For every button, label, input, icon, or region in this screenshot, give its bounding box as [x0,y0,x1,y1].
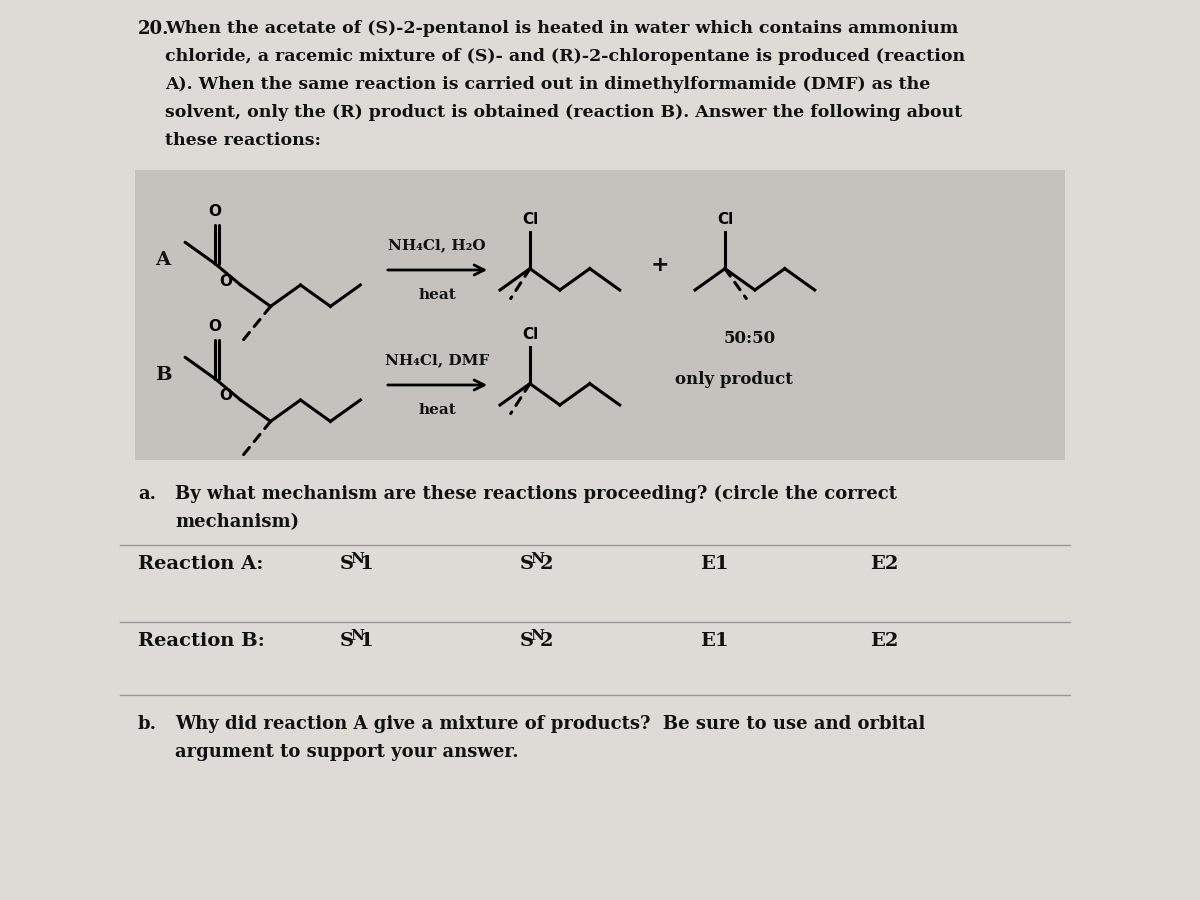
Text: N: N [350,552,364,566]
Text: solvent, only the (R) product is obtained (reaction B). Answer the following abo: solvent, only the (R) product is obtaine… [166,104,962,121]
Text: argument to support your answer.: argument to support your answer. [175,743,518,761]
Text: heat: heat [418,403,456,417]
Text: E2: E2 [870,632,899,650]
Text: these reactions:: these reactions: [166,132,322,149]
Text: NH₄Cl, DMF: NH₄Cl, DMF [385,353,490,367]
Text: 50:50: 50:50 [724,330,776,347]
Text: Cl: Cl [522,212,538,228]
Text: 2: 2 [540,555,553,573]
Text: S: S [340,555,354,573]
Text: Cl: Cl [716,212,733,228]
Text: S: S [520,632,534,650]
Text: When the acetate of (S)-2-pentanol is heated in water which contains ammonium: When the acetate of (S)-2-pentanol is he… [166,20,959,37]
Text: B: B [155,366,172,384]
Text: only product: only product [674,372,793,389]
Text: Reaction A:: Reaction A: [138,555,263,573]
Text: a.: a. [138,485,156,503]
Text: O: O [220,274,233,289]
Text: NH₄Cl, H₂O: NH₄Cl, H₂O [388,238,486,252]
Text: E1: E1 [700,555,728,573]
Text: By what mechanism are these reactions proceeding? (circle the correct: By what mechanism are these reactions pr… [175,485,898,503]
Text: 1: 1 [360,632,373,650]
Text: N: N [350,629,364,643]
Text: E1: E1 [700,632,728,650]
Text: 2: 2 [540,632,553,650]
Text: chloride, a racemic mixture of (S)- and (R)-2-chloropentane is produced (reactio: chloride, a racemic mixture of (S)- and … [166,48,965,65]
Text: +: + [650,255,670,275]
Text: Cl: Cl [522,328,538,342]
Text: S: S [340,632,354,650]
Text: O: O [220,389,233,403]
Text: S: S [520,555,534,573]
Text: A: A [155,251,170,269]
Text: b.: b. [138,715,157,733]
Text: heat: heat [418,288,456,302]
Text: E2: E2 [870,555,899,573]
Text: O: O [209,320,222,334]
Text: N: N [530,552,544,566]
Text: A). When the same reaction is carried out in dimethylformamide (DMF) as the: A). When the same reaction is carried ou… [166,76,930,93]
Text: 1: 1 [360,555,373,573]
Text: O: O [209,204,222,219]
Text: Why did reaction A give a mixture of products?  Be sure to use and orbital: Why did reaction A give a mixture of pro… [175,715,925,733]
Text: Reaction B:: Reaction B: [138,632,265,650]
Text: 20.: 20. [138,20,169,38]
Bar [134,170,1066,460]
Text: mechanism): mechanism) [175,513,299,531]
Text: N: N [530,629,544,643]
